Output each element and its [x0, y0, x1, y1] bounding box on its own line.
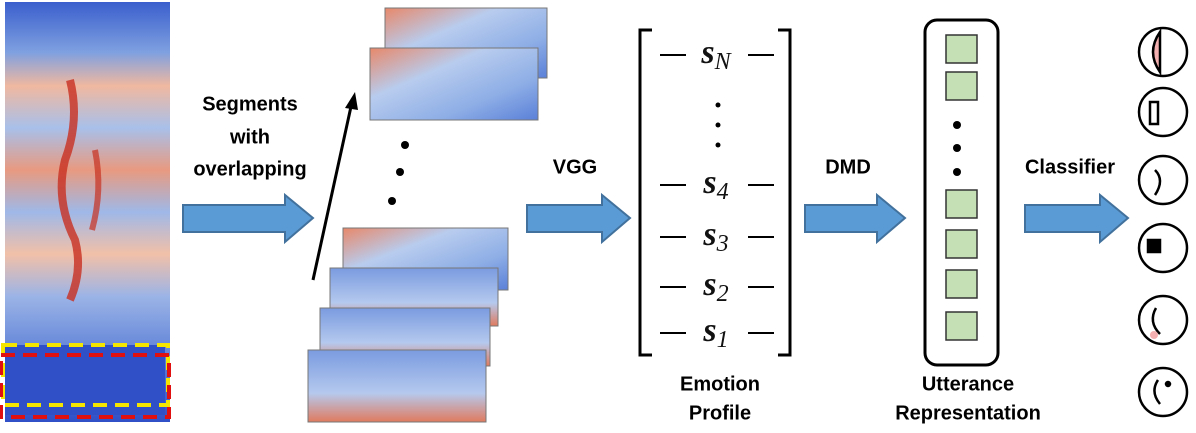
profile-entry: s1	[702, 312, 728, 353]
emotion-profile-label: Emotion	[680, 373, 760, 395]
subscript: 2	[717, 281, 729, 307]
emotion-profile-label: Profile	[689, 402, 751, 424]
utterance-label: Utterance	[922, 373, 1014, 395]
symbol: s	[702, 266, 716, 303]
segments-label: Segments	[202, 93, 298, 115]
symbol: s	[700, 34, 714, 71]
ellipsis	[388, 141, 409, 205]
symbol: s	[702, 164, 716, 201]
dmd-label: DMD	[825, 156, 871, 178]
utterance-label: Representation	[895, 402, 1041, 424]
segments-label: overlapping	[193, 158, 306, 180]
arrow	[1024, 192, 1130, 245]
arrow	[182, 192, 315, 245]
profile-entry: sN	[700, 34, 732, 75]
subscript: 3	[716, 231, 729, 257]
subscript: 1	[717, 327, 729, 353]
spectrogram	[0, 2, 171, 422]
matrix-brackets	[638, 28, 792, 357]
arrow	[804, 192, 907, 245]
ellipsis	[953, 121, 961, 176]
emotion-icons	[1137, 26, 1189, 418]
symbol: s	[702, 312, 716, 349]
diagonal-arrow	[311, 101, 354, 281]
segments-label: with	[229, 126, 270, 148]
arrow	[526, 192, 632, 245]
profile-entry: s4	[702, 164, 728, 205]
profile-entry: s3	[702, 216, 728, 257]
profile-entry: s2	[702, 266, 728, 307]
segments	[307, 7, 548, 423]
arrow-head	[345, 92, 358, 110]
subscript: N	[714, 49, 733, 75]
symbol: s	[702, 216, 716, 253]
subscript: 4	[717, 179, 729, 205]
representation-box	[923, 18, 1000, 367]
vgg-label: VGG	[553, 156, 597, 178]
representation-cells	[945, 34, 978, 341]
classifier-label: Classifier	[1025, 156, 1115, 178]
ellipsis	[715, 102, 721, 148]
